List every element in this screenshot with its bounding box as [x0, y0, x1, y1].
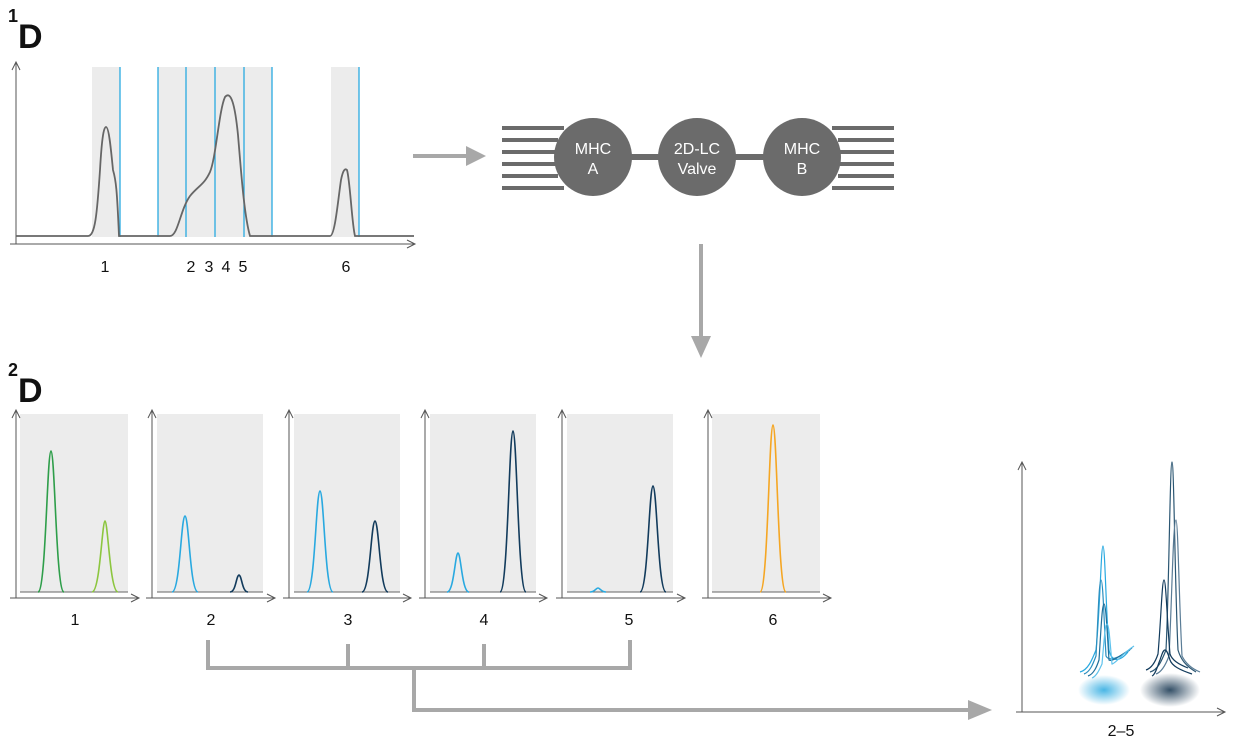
overlay-label: 2–5 — [1108, 723, 1135, 740]
cut-region-6 — [331, 67, 359, 237]
loops-right — [832, 126, 894, 190]
mhc-a-line1: MHC — [575, 141, 611, 158]
panel-label-3: 3 — [344, 612, 353, 629]
peak-green-light — [91, 520, 119, 593]
second-dim-panel-3: 3 — [283, 408, 413, 629]
overlay-plot-2-5: 2–5 — [1016, 460, 1227, 740]
mhc-b-line1: MHC — [784, 141, 820, 158]
valve-line1: 2D-LC — [674, 141, 720, 158]
x-axis-arrow-1d — [406, 239, 417, 249]
mhc-a-line2: A — [588, 161, 599, 178]
second-dim-panel-2: 2 — [146, 408, 277, 629]
loops-left — [502, 126, 564, 190]
heading-2d-letter: D — [18, 372, 43, 410]
heading-2d-sup: 2 — [8, 360, 18, 380]
trace-1d — [16, 94, 414, 237]
peak-label-3: 3 — [205, 259, 214, 276]
peak-green-dark — [37, 450, 65, 593]
valve-line2: Valve — [678, 161, 717, 178]
heading-2d: 2 D — [8, 360, 43, 410]
peak-label-5: 5 — [239, 259, 248, 276]
mhc-b-line2: B — [797, 161, 808, 178]
peak-label-1: 1 — [101, 259, 110, 276]
second-dim-panel-1: 1 — [10, 408, 141, 629]
valve-2dlc-circle — [658, 118, 736, 196]
valve-assembly: MHC A 2D-LC Valve MHC B — [502, 118, 894, 196]
arrow-to-valve — [413, 146, 486, 166]
panel-label-5: 5 — [625, 612, 634, 629]
peak-label-6: 6 — [342, 259, 351, 276]
panel-label-1: 1 — [71, 612, 80, 629]
heading-1d-sup: 1 — [8, 6, 18, 26]
panel-label-4: 4 — [480, 612, 489, 629]
peak-label-4: 4 — [222, 259, 231, 276]
panel-label-6: 6 — [769, 612, 778, 629]
panel-label-2: 2 — [207, 612, 216, 629]
mhc-a-circle — [554, 118, 632, 196]
bracket-2-5 — [206, 640, 970, 712]
second-dim-panel-6: 6 — [702, 408, 833, 629]
arrow-to-overlay — [968, 700, 992, 720]
cut-lines — [119, 67, 360, 237]
second-dim-panel-5: 5 — [556, 408, 687, 629]
heading-1d: 1 D — [8, 6, 43, 56]
second-dim-panel-4: 4 — [419, 408, 549, 629]
arrow-down — [691, 244, 711, 358]
peak-label-2: 2 — [187, 259, 196, 276]
y-axis-arrow-1d — [11, 60, 21, 71]
first-dimension-chromatogram: 1 2 3 4 5 6 — [10, 60, 417, 276]
heading-1d-letter: D — [18, 18, 43, 56]
mhc-b-circle — [763, 118, 841, 196]
